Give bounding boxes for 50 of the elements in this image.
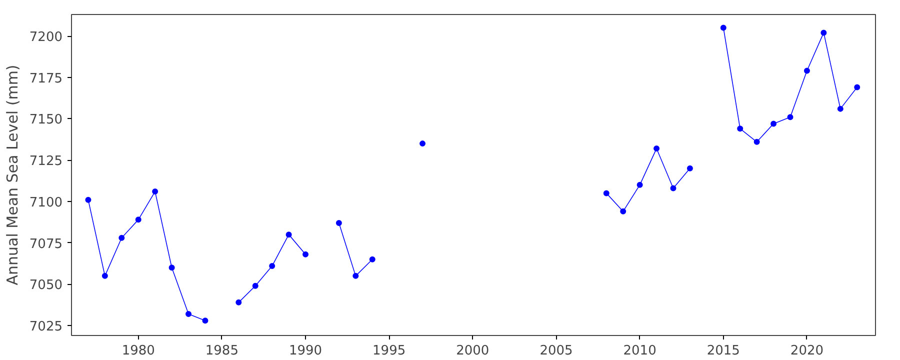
x-tick-label: 1985: [205, 344, 238, 358]
point: [102, 272, 108, 279]
point: [770, 120, 777, 127]
point: [336, 220, 342, 226]
point: [236, 299, 242, 306]
x-tick-label: 1990: [288, 344, 322, 358]
point: [286, 232, 292, 238]
point: [135, 216, 142, 223]
point: [636, 182, 643, 188]
point: [152, 188, 158, 195]
point: [202, 318, 208, 324]
y-axis-title: Annual Mean Sea Level (mm): [3, 64, 22, 286]
point: [186, 310, 192, 317]
point: [603, 190, 610, 196]
point: [168, 264, 175, 271]
point: [654, 146, 660, 152]
point: [420, 140, 426, 147]
x-tick-label: 1980: [122, 344, 155, 358]
point: [369, 256, 376, 262]
point: [854, 84, 860, 90]
point: [269, 263, 276, 269]
point: [787, 114, 794, 120]
point: [118, 234, 125, 241]
point: [670, 185, 676, 192]
y-tick-label: 7100: [29, 195, 63, 210]
point: [686, 165, 693, 172]
y-tick-label: 7050: [29, 278, 63, 294]
point: [720, 24, 726, 31]
point: [820, 30, 827, 36]
y-tick-label: 7200: [29, 30, 63, 46]
point: [620, 208, 626, 214]
x-tick-label: 1995: [372, 344, 406, 358]
y-tick-label: 7175: [29, 71, 63, 86]
y-tick-label: 7075: [29, 236, 63, 252]
x-tick-label: 2010: [623, 344, 656, 358]
y-tick-label: 7125: [29, 154, 63, 170]
y-tick-label: 7025: [29, 320, 63, 335]
y-tick-label: 7150: [29, 112, 63, 128]
x-tick-label: 2005: [540, 344, 573, 358]
point: [804, 68, 810, 74]
point: [352, 272, 359, 279]
point: [252, 282, 258, 289]
point: [302, 251, 309, 258]
x-tick-label: 2020: [790, 344, 824, 358]
point: [754, 138, 760, 145]
point: [737, 126, 744, 132]
point: [837, 106, 844, 112]
x-tick-label: 2000: [456, 344, 490, 358]
point: [85, 196, 92, 203]
x-tick-label: 2015: [706, 344, 740, 358]
